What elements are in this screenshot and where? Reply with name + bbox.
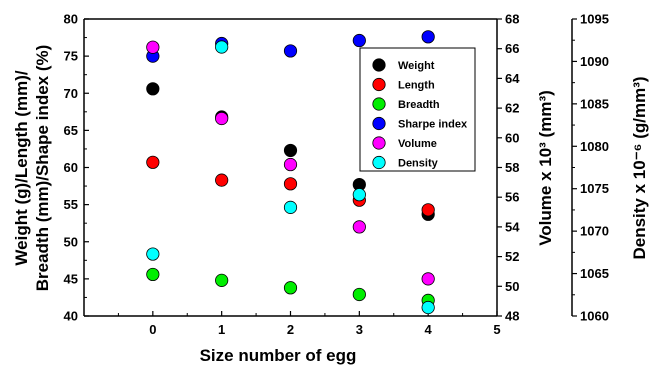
length-point (283, 177, 298, 191)
breadth-point (146, 267, 160, 282)
x-axis-title: Size number of egg (200, 346, 357, 365)
volume-tick-label: 64 (505, 71, 520, 86)
density-tick-label: 1075 (580, 181, 609, 196)
volume-tick-label: 54 (505, 219, 520, 234)
density-tick-label: 1060 (580, 309, 609, 324)
volume-tick-label: 66 (505, 41, 519, 56)
left-tick-label: 45 (64, 271, 78, 286)
legend-marker-sharpe-index (372, 116, 386, 131)
x-tick-label: 2 (287, 322, 294, 337)
left-tick-label: 70 (64, 86, 78, 101)
legend-label-weight: Weight (398, 60, 435, 72)
left-tick-label: 60 (64, 160, 78, 175)
sharpe-index-point (283, 44, 298, 58)
left-axis-title-line-2: Breadth (mm)/Shape index (%) (33, 45, 52, 292)
weight-point (146, 82, 160, 96)
x-tick-label: 5 (493, 322, 500, 337)
density-tick-label: 1070 (580, 224, 609, 239)
legend-label-volume: Volume (398, 138, 437, 150)
left-axis-title-line-1: Weight (g)/Length (mm)/ (12, 70, 31, 265)
data-points (146, 30, 435, 315)
sharpe-index-point (352, 33, 366, 48)
left-axis-ticks: 40 45 50 55 60 65 70 75 80 (64, 12, 89, 324)
legend-label-length: Length (398, 80, 435, 92)
density-tick-label: 1090 (580, 54, 609, 69)
density-axis-ticks: 1060 1065 1070 1075 1080 1085 1090 1095 (572, 12, 609, 324)
left-tick-label: 55 (64, 197, 78, 212)
legend-marker-length (372, 77, 386, 92)
density-tick-label: 1065 (580, 266, 609, 281)
volume-tick-label: 58 (505, 160, 519, 175)
legend-marker-weight (372, 58, 386, 72)
breadth-point (215, 273, 229, 287)
x-tick-label: 0 (149, 322, 156, 337)
breadth-point (283, 281, 298, 295)
legend-label-density: Density (398, 158, 439, 170)
volume-point (146, 40, 160, 54)
density-axis-title: Density x 10⁻⁶ (g/mm³) (630, 76, 649, 259)
density-tick-label: 1080 (580, 139, 609, 154)
x-axis-ticks: 0 1 2 3 4 5 (117, 311, 501, 337)
left-tick-label: 50 (64, 234, 78, 249)
length-point (421, 203, 435, 217)
volume-axis-ticks: 48 50 52 54 56 58 60 62 64 66 68 (497, 12, 520, 324)
volume-tick-label: 48 (505, 309, 519, 324)
volume-tick-label: 50 (505, 279, 519, 294)
length-point (215, 173, 229, 187)
volume-axis-title: Volume x 10³ (mm³) (536, 90, 555, 246)
legend-marker-density (372, 155, 386, 170)
legend-marker-volume (372, 136, 386, 150)
density-point (146, 247, 160, 261)
volume-tick-label: 68 (505, 12, 519, 27)
left-tick-label: 80 (64, 12, 78, 27)
volume-tick-label: 62 (505, 101, 519, 116)
density-point (283, 200, 298, 214)
legend-label-breadth: Breadth (398, 99, 440, 111)
x-tick-label: 4 (425, 322, 433, 337)
volume-point (283, 157, 298, 172)
left-tick-label: 40 (64, 309, 78, 324)
left-tick-label: 65 (64, 123, 78, 138)
volume-tick-label: 52 (505, 249, 519, 264)
density-axis-title-group: Density x 10⁻⁶ (g/mm³) (630, 76, 649, 259)
left-axis-title: Weight (g)/Length (mm)/ Breadth (mm)/Sha… (12, 45, 52, 292)
volume-tick-label: 60 (505, 130, 519, 145)
density-tick-label: 1085 (580, 96, 609, 111)
x-tick-label: 3 (356, 322, 363, 337)
legend: Weight Length Breadth Sharpe index Volume Den… (359, 47, 476, 172)
length-point (146, 155, 160, 169)
volume-point (215, 111, 229, 126)
density-point (215, 40, 229, 54)
density-point (421, 300, 435, 315)
left-tick-label: 75 (64, 49, 78, 64)
breadth-point (352, 287, 366, 302)
volume-tick-label: 56 (505, 190, 519, 205)
volume-axis-title-group: Volume x 10³ (mm³) (536, 90, 555, 246)
legend-marker-breadth (372, 97, 386, 111)
volume-point (352, 220, 366, 234)
weight-point (283, 143, 298, 158)
x-tick-label: 1 (218, 322, 225, 337)
legend-label-sharpe-index: Sharpe index (398, 119, 468, 131)
sharpe-index-point (421, 30, 435, 44)
density-point (352, 188, 366, 202)
density-tick-label: 1095 (580, 12, 609, 27)
volume-point (421, 272, 435, 286)
